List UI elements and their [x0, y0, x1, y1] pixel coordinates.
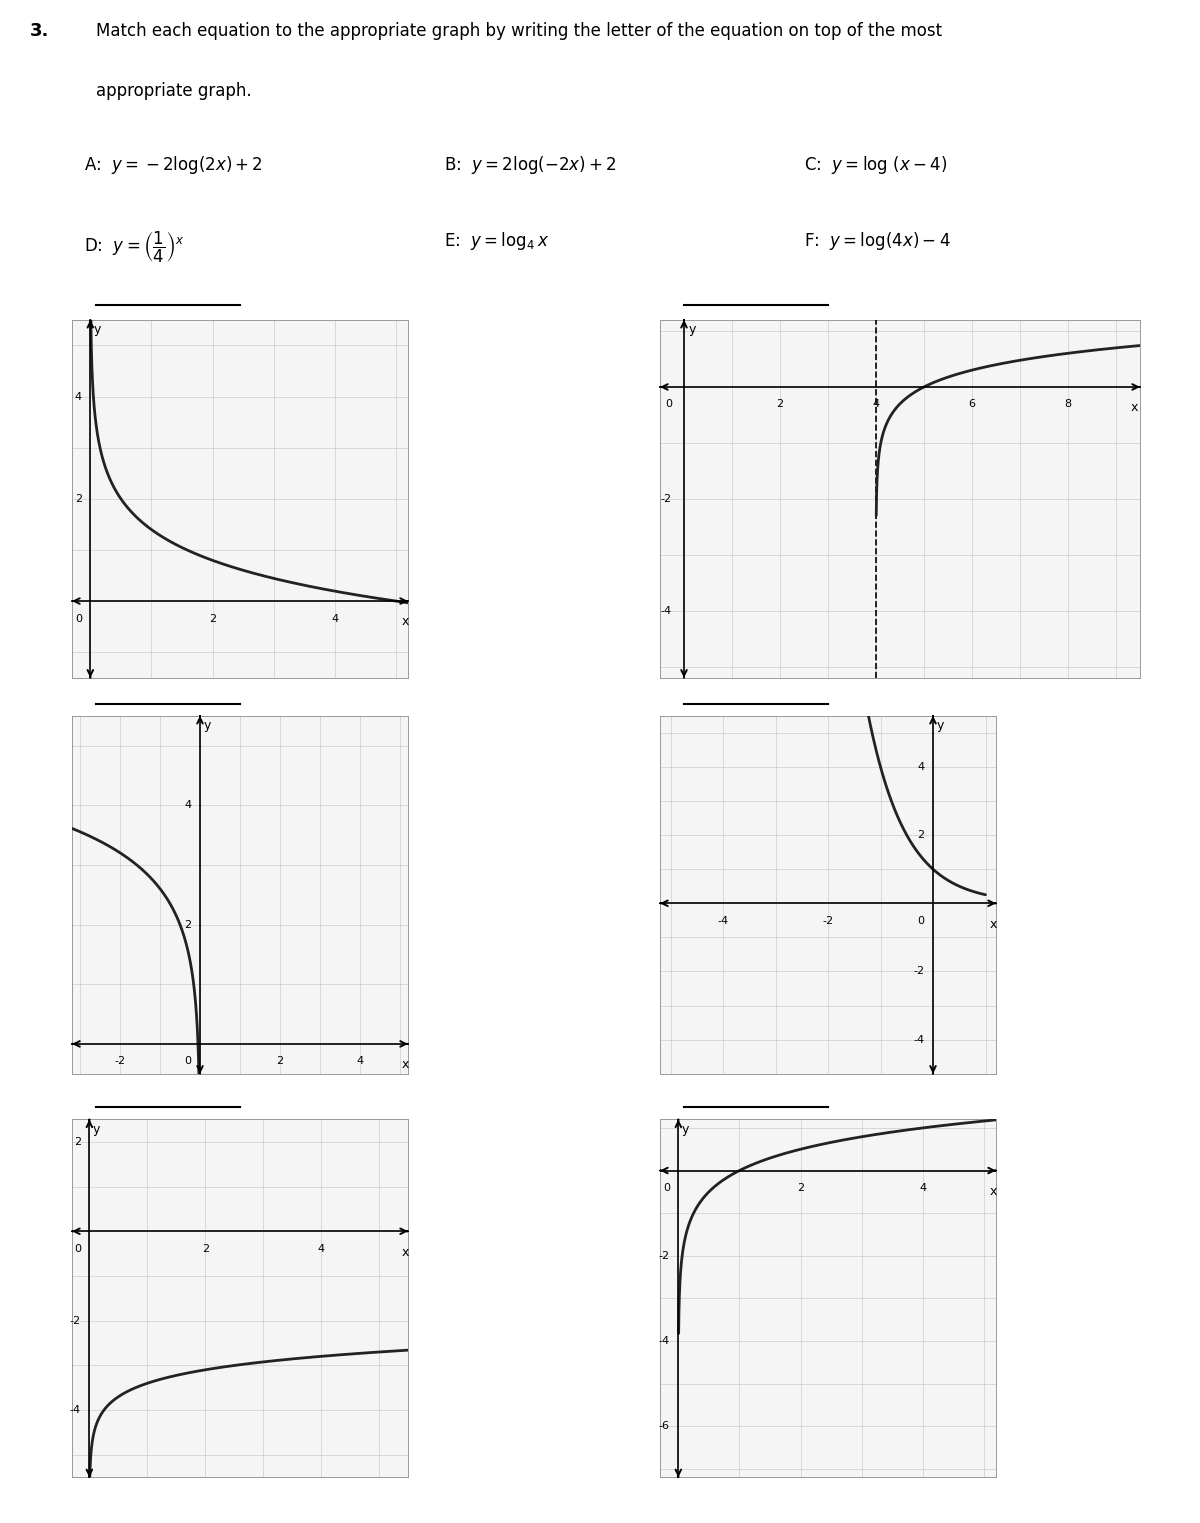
Text: 0: 0 [665, 399, 672, 410]
Text: y: y [689, 323, 696, 337]
Text: x: x [401, 1058, 409, 1071]
Text: F:  $y = \log(4x) - 4$: F: $y = \log(4x) - 4$ [804, 230, 950, 253]
Text: y: y [682, 1122, 689, 1136]
Text: 0: 0 [185, 1057, 192, 1066]
Text: 0: 0 [918, 915, 925, 926]
Text: Match each equation to the appropriate graph by writing the letter of the equati: Match each equation to the appropriate g… [96, 21, 942, 40]
Text: 6: 6 [968, 399, 976, 410]
Text: 4: 4 [318, 1244, 325, 1253]
Text: 3.: 3. [30, 21, 49, 40]
Text: 2: 2 [74, 1136, 80, 1147]
Text: -4: -4 [659, 1336, 670, 1346]
Text: -2: -2 [114, 1057, 126, 1066]
Text: -2: -2 [913, 967, 925, 976]
Text: x: x [401, 1246, 409, 1258]
Text: 0: 0 [74, 1244, 80, 1253]
Text: 2: 2 [276, 1057, 283, 1066]
Text: 4: 4 [919, 1183, 926, 1193]
Text: D:  $y = \left(\dfrac{1}{4}\right)^x$: D: $y = \left(\dfrac{1}{4}\right)^x$ [84, 230, 185, 265]
Text: 2: 2 [185, 920, 192, 929]
Text: -2: -2 [822, 915, 834, 926]
Text: 0: 0 [74, 614, 82, 623]
Text: B:  $y = 2\log(-2x) + 2$: B: $y = 2\log(-2x) + 2$ [444, 154, 617, 175]
Text: -4: -4 [913, 1034, 925, 1045]
Text: 2: 2 [797, 1183, 804, 1193]
Text: 2: 2 [918, 830, 925, 841]
Text: x: x [989, 917, 997, 931]
Text: 4: 4 [356, 1057, 364, 1066]
Text: -4: -4 [718, 915, 728, 926]
Text: -4: -4 [70, 1406, 80, 1415]
Text: x: x [1130, 401, 1138, 414]
Text: 4: 4 [872, 399, 880, 410]
Text: 0: 0 [662, 1183, 670, 1193]
Text: E:  $y = \log_4 x$: E: $y = \log_4 x$ [444, 230, 550, 253]
Text: 4: 4 [331, 614, 338, 623]
Text: 2: 2 [74, 493, 82, 504]
Text: 4: 4 [185, 800, 192, 810]
Text: y: y [936, 719, 943, 733]
Text: 4: 4 [74, 391, 82, 402]
Text: -2: -2 [659, 1250, 670, 1261]
Text: 2: 2 [209, 614, 216, 623]
Text: -2: -2 [70, 1316, 80, 1325]
Text: C:  $y = \log\,(x - 4)$: C: $y = \log\,(x - 4)$ [804, 154, 947, 175]
Text: -6: -6 [659, 1421, 670, 1432]
Text: 4: 4 [918, 762, 925, 772]
Text: x: x [989, 1185, 997, 1199]
Text: appropriate graph.: appropriate graph. [96, 82, 252, 101]
Text: y: y [203, 719, 211, 733]
Text: -4: -4 [661, 606, 672, 615]
Text: y: y [92, 1122, 100, 1136]
Text: y: y [94, 323, 101, 337]
Text: 8: 8 [1064, 399, 1072, 410]
Text: 2: 2 [776, 399, 784, 410]
Text: -2: -2 [661, 493, 672, 504]
Text: A:  $y = -2\log(2x) + 2$: A: $y = -2\log(2x) + 2$ [84, 154, 263, 175]
Text: 2: 2 [202, 1244, 209, 1253]
Text: x: x [401, 615, 409, 629]
